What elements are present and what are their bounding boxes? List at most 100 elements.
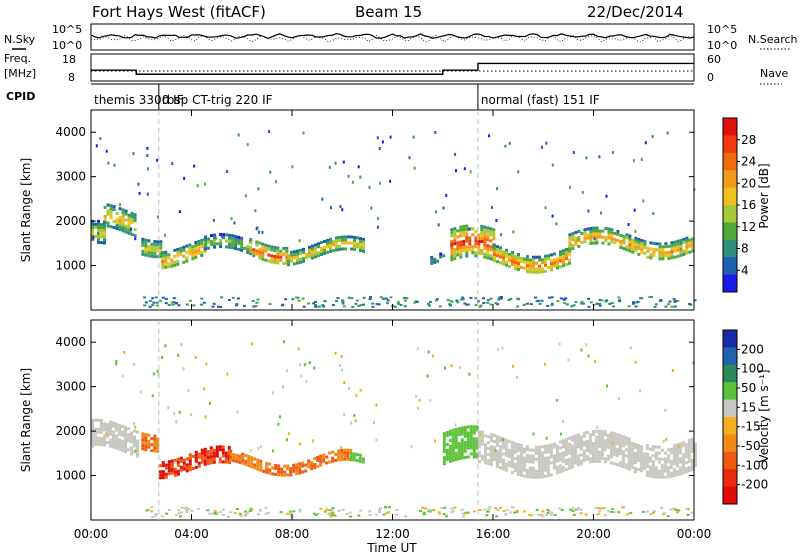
echo-cell bbox=[582, 452, 586, 456]
echo-cell bbox=[153, 252, 157, 256]
echo-cell bbox=[466, 431, 470, 435]
echo-cell bbox=[496, 508, 500, 511]
echo-cell bbox=[684, 470, 688, 474]
echo-cell bbox=[528, 448, 532, 452]
echo-cell bbox=[386, 299, 390, 302]
echo-cell bbox=[164, 472, 168, 476]
echo-cell bbox=[588, 439, 592, 443]
echo-cell bbox=[464, 512, 468, 515]
echo-cell bbox=[636, 444, 640, 448]
echo-cell bbox=[270, 260, 274, 264]
echo-cell bbox=[672, 462, 676, 466]
echo-cell bbox=[621, 450, 625, 454]
echo-cell bbox=[432, 509, 436, 511]
echo-cell bbox=[472, 425, 476, 429]
colorbar-swatch bbox=[723, 257, 737, 276]
echo-cell bbox=[213, 245, 217, 249]
echo-cell bbox=[591, 448, 595, 451]
echo-cell bbox=[218, 457, 222, 461]
echo-cell bbox=[540, 445, 544, 449]
echo-cell bbox=[188, 249, 192, 253]
echo-cell bbox=[672, 447, 676, 451]
echo-cell bbox=[351, 305, 355, 308]
echo-cell bbox=[339, 205, 342, 209]
echo-cell bbox=[450, 243, 454, 247]
echo-cell bbox=[103, 437, 106, 441]
echo-cell bbox=[241, 461, 245, 465]
echo-cell bbox=[529, 270, 532, 274]
echo-cell bbox=[480, 225, 484, 228]
echo-cell bbox=[651, 472, 655, 476]
echo-cell bbox=[486, 238, 490, 242]
echo-cell bbox=[121, 223, 125, 227]
echo-cell bbox=[685, 239, 689, 243]
echo-cell bbox=[583, 237, 587, 241]
echo-cell bbox=[173, 467, 177, 471]
echo-cell bbox=[103, 235, 106, 239]
echo-cell bbox=[185, 250, 189, 254]
echo-cell bbox=[545, 436, 548, 440]
echo-cell bbox=[519, 461, 523, 465]
echo-cell bbox=[227, 299, 231, 301]
echo-cell bbox=[492, 449, 496, 452]
echo-cell bbox=[643, 245, 647, 249]
echo-cell bbox=[188, 252, 192, 256]
nave-right-tick-high: 60 bbox=[707, 53, 721, 66]
echo-cell bbox=[513, 445, 517, 449]
echo-cell bbox=[253, 457, 257, 461]
echo-cell bbox=[593, 237, 596, 241]
echo-cell bbox=[636, 300, 640, 303]
echo-cell bbox=[594, 447, 598, 451]
echo-cell bbox=[556, 398, 559, 402]
echo-cell bbox=[678, 448, 682, 452]
echo-cell bbox=[132, 362, 135, 366]
echo-cell bbox=[173, 260, 177, 264]
echo-cell bbox=[472, 449, 476, 453]
echo-cell bbox=[534, 451, 538, 455]
echo-cell bbox=[300, 374, 303, 378]
echo-cell bbox=[238, 460, 242, 464]
echo-cell bbox=[460, 438, 464, 442]
echo-cell bbox=[118, 426, 121, 430]
echo-cell bbox=[526, 258, 529, 262]
echo-cell bbox=[197, 239, 201, 243]
echo-cell bbox=[103, 443, 106, 447]
echo-cell bbox=[337, 449, 341, 453]
echo-cell bbox=[483, 255, 487, 259]
echo-cell bbox=[314, 246, 317, 250]
echo-cell bbox=[516, 449, 520, 452]
echo-cell bbox=[153, 246, 157, 250]
echo-cell bbox=[307, 465, 311, 469]
echo-cell bbox=[323, 510, 327, 513]
echo-cell bbox=[489, 457, 493, 460]
echo-cell bbox=[164, 297, 168, 300]
echo-cell bbox=[172, 301, 176, 304]
echo-cell bbox=[690, 461, 694, 465]
echo-cell bbox=[570, 459, 574, 463]
echo-cell bbox=[549, 449, 553, 453]
echo-cell bbox=[249, 238, 253, 242]
echo-cell bbox=[498, 457, 502, 461]
echo-cell bbox=[451, 431, 455, 435]
echo-cell bbox=[460, 444, 464, 448]
echo-cell bbox=[690, 511, 694, 514]
colorbar-tick-label: 16 bbox=[741, 198, 756, 212]
echo-cell bbox=[546, 471, 550, 475]
echo-cell bbox=[631, 244, 635, 248]
echo-cell bbox=[219, 233, 223, 237]
colorbar-tick-label: 24 bbox=[741, 155, 756, 169]
echo-cell bbox=[463, 443, 467, 447]
echo-cell bbox=[144, 238, 148, 242]
echo-cell bbox=[436, 259, 440, 263]
echo-cell bbox=[544, 263, 547, 267]
echo-cell bbox=[264, 512, 268, 515]
echo-cell bbox=[465, 254, 469, 258]
echo-cell bbox=[505, 248, 508, 252]
echo-cell bbox=[121, 220, 125, 224]
echo-cell bbox=[663, 475, 667, 479]
echo-cell bbox=[480, 228, 484, 231]
echo-cell bbox=[161, 254, 165, 258]
echo-cell bbox=[261, 254, 265, 258]
echo-cell bbox=[466, 440, 470, 444]
